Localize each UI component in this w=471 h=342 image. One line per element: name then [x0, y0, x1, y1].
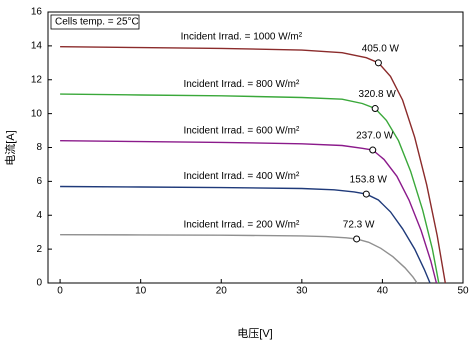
series-label: Incident Irrad. = 400 W/m² — [183, 171, 300, 182]
mpp-marker — [371, 105, 379, 113]
x-tick-label: 50 — [457, 286, 469, 297]
mpp-marker — [353, 235, 361, 243]
y-axis-label: 电流[A] — [3, 130, 17, 165]
y-tick-label: 0 — [36, 278, 42, 289]
y-tick-label: 6 — [36, 176, 42, 187]
mpp-label: 237.0 W — [356, 131, 394, 142]
x-axis-label: 电压[V] — [237, 327, 272, 340]
series-label: Incident Irrad. = 200 W/m² — [183, 219, 300, 230]
y-tick-label: 10 — [31, 108, 43, 119]
mpp-label: 153.8 W — [350, 175, 388, 186]
mpp-label: 320.8 W — [359, 89, 397, 100]
annotation: Cells temp. = 25°C — [55, 17, 139, 28]
x-tick-label: 20 — [216, 286, 228, 297]
mpp-label: 72.3 W — [343, 220, 375, 231]
mpp-marker — [362, 190, 370, 198]
x-tick-label: 0 — [57, 286, 63, 297]
y-tick-label: 12 — [31, 74, 43, 85]
series-line — [60, 234, 418, 284]
y-tick-label: 2 — [36, 244, 42, 255]
series-label: Incident Irrad. = 800 W/m² — [183, 79, 300, 90]
x-tick-label: 30 — [296, 286, 308, 297]
y-tick-label: 14 — [31, 41, 43, 52]
x-tick-label: 10 — [135, 286, 147, 297]
series-label: Incident Irrad. = 1000 W/m² — [181, 31, 303, 42]
y-tick-label: 8 — [36, 142, 42, 153]
series-label: Incident Irrad. = 600 W/m² — [183, 125, 300, 136]
annotation-box — [50, 14, 140, 30]
mpp-marker — [369, 146, 377, 154]
mpp-label: 405.0 W — [362, 43, 400, 54]
series-line — [60, 140, 438, 284]
y-tick-label: 16 — [31, 7, 43, 18]
y-tick-label: 4 — [36, 210, 42, 221]
mpp-marker — [374, 59, 382, 67]
x-tick-label: 40 — [377, 286, 389, 297]
